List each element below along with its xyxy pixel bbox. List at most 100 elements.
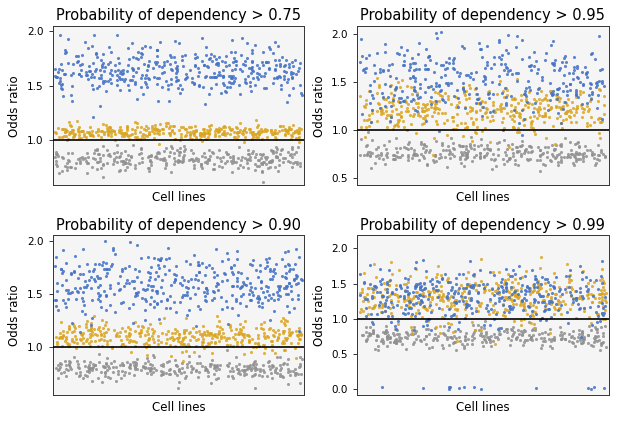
Point (508, 266, 518, 273)
Point (378, 301, 387, 308)
Point (392, 120, 402, 127)
Point (152, 97, 162, 104)
Title: Probability of dependency > 0.95: Probability of dependency > 0.95 (360, 8, 605, 23)
Point (430, 106, 440, 112)
Point (597, 289, 607, 296)
Point (254, 162, 264, 169)
Point (199, 288, 209, 295)
Point (467, 107, 477, 114)
Point (170, 59, 180, 66)
Point (531, 276, 541, 283)
Point (528, 125, 537, 132)
Point (565, 276, 574, 282)
Point (545, 325, 555, 332)
Point (170, 149, 180, 156)
Point (442, 81, 452, 88)
Point (189, 252, 199, 259)
Point (401, 145, 411, 151)
Point (583, 107, 593, 114)
Point (239, 62, 249, 68)
Point (174, 334, 184, 341)
Point (233, 155, 242, 162)
Point (547, 345, 557, 352)
Point (513, 291, 523, 298)
Point (136, 327, 146, 334)
Point (141, 286, 151, 292)
Point (189, 349, 199, 356)
Point (523, 303, 533, 310)
Point (55, 78, 65, 84)
Point (362, 117, 372, 124)
Point (578, 268, 587, 274)
Point (260, 154, 270, 160)
Point (183, 285, 193, 292)
Point (357, 289, 366, 295)
Point (173, 127, 183, 134)
Point (101, 372, 110, 379)
Point (112, 149, 122, 156)
Point (449, 114, 458, 121)
Point (442, 65, 452, 71)
Point (391, 337, 400, 344)
Point (494, 298, 504, 305)
Point (54, 361, 64, 368)
Point (529, 332, 539, 339)
Point (455, 327, 465, 334)
Point (502, 288, 511, 295)
Point (468, 281, 478, 288)
Point (409, 293, 419, 300)
Point (489, 157, 499, 164)
Point (247, 135, 257, 142)
Point (238, 164, 247, 170)
Point (577, 296, 587, 303)
Point (589, 335, 599, 342)
Point (542, 148, 552, 155)
Point (179, 326, 189, 333)
Point (552, 115, 561, 122)
Point (204, 155, 213, 162)
Point (117, 132, 127, 139)
Point (276, 364, 286, 371)
Point (529, 296, 539, 303)
Point (529, 281, 539, 288)
Point (381, 96, 391, 103)
Point (516, 143, 526, 150)
Point (261, 59, 271, 65)
Point (434, 279, 444, 285)
Point (423, 112, 433, 119)
Point (471, 91, 481, 98)
Point (416, 338, 426, 345)
Point (506, 326, 516, 333)
Point (598, 311, 608, 318)
Point (475, 107, 485, 114)
Point (486, 343, 496, 349)
Point (590, 333, 600, 339)
Point (434, 81, 444, 88)
Point (108, 363, 118, 370)
Point (141, 71, 151, 78)
Point (247, 68, 257, 74)
Point (535, 282, 545, 289)
Point (518, 281, 528, 288)
Point (202, 126, 212, 133)
Point (265, 46, 275, 53)
Point (438, 292, 448, 299)
Point (123, 263, 133, 270)
Point (429, 335, 439, 341)
Point (441, 293, 451, 300)
Point (94, 293, 104, 300)
Point (149, 255, 159, 262)
Point (297, 330, 307, 337)
Point (507, 292, 516, 299)
Point (559, 330, 569, 336)
Point (432, 288, 442, 295)
Point (589, 293, 598, 300)
Point (52, 339, 62, 346)
Point (589, 155, 599, 162)
Point (96, 57, 106, 64)
Point (421, 341, 431, 347)
Point (196, 130, 206, 137)
Point (154, 140, 164, 147)
Point (429, 68, 439, 75)
Point (480, 99, 490, 106)
